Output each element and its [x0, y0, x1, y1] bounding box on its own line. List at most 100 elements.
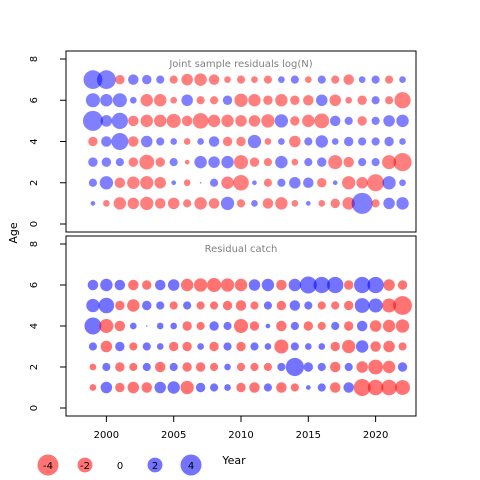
bubble	[167, 197, 180, 210]
panel-title: Residual catch	[205, 244, 278, 255]
bubble	[195, 382, 206, 393]
bubble	[394, 92, 411, 109]
bubble	[236, 341, 246, 352]
bubble	[156, 343, 164, 350]
panel-title: Joint sample residuals log(N)	[168, 59, 312, 70]
bubble	[156, 137, 165, 146]
bubble	[277, 178, 286, 187]
bubble	[101, 136, 112, 147]
bubble	[233, 155, 249, 170]
bubble	[82, 110, 103, 131]
bubble	[236, 382, 246, 393]
bubble	[224, 384, 231, 391]
bubble	[358, 76, 366, 83]
bubble	[371, 158, 380, 167]
bubble	[397, 280, 408, 290]
bubble	[263, 158, 272, 167]
bubble	[142, 280, 152, 290]
bubble	[383, 279, 395, 291]
bubble	[114, 279, 126, 291]
bubble	[261, 278, 275, 292]
bubble	[381, 379, 397, 396]
bubble	[383, 197, 395, 210]
bubble	[197, 138, 204, 145]
bubble	[223, 321, 232, 331]
bubble	[181, 115, 193, 127]
bubble	[156, 301, 165, 310]
bubble	[356, 361, 368, 373]
bubble	[396, 197, 409, 210]
bubble	[236, 75, 246, 84]
bubble	[343, 321, 354, 331]
bubble	[371, 116, 380, 125]
bubble	[139, 154, 155, 170]
bubble	[194, 197, 207, 210]
bubble	[383, 115, 395, 127]
bubble	[369, 320, 382, 332]
bubble	[98, 297, 115, 314]
bubble	[313, 276, 330, 294]
size-legend: -4 -2 0 2 4	[37, 454, 202, 476]
x-tick-label: 2005	[161, 430, 186, 441]
bubble	[183, 199, 192, 208]
bubble	[289, 176, 301, 189]
legend-label: -2	[80, 461, 90, 472]
bubble	[351, 192, 373, 214]
bubble	[316, 94, 328, 107]
bubble	[289, 135, 301, 148]
x-axis-label: Year	[221, 454, 246, 467]
bubble	[353, 379, 371, 396]
bubble	[367, 276, 384, 294]
bubble	[114, 320, 126, 332]
y-tick-label: 4	[29, 138, 40, 144]
bubble	[330, 341, 340, 352]
bubble	[285, 357, 304, 377]
bubble	[317, 301, 326, 310]
bubble	[315, 135, 328, 148]
bubble	[252, 180, 257, 186]
bubble	[399, 76, 406, 83]
bubble	[210, 383, 219, 392]
bubble	[197, 343, 204, 350]
y-tick-label: 0	[29, 405, 40, 411]
bubble	[304, 137, 313, 146]
bubble	[128, 74, 139, 85]
bubble	[318, 200, 326, 207]
bubble	[357, 95, 367, 105]
legend-bubble	[37, 454, 59, 476]
bubble	[129, 362, 138, 372]
bubble	[154, 176, 166, 189]
bubble	[317, 75, 326, 84]
bubble	[290, 383, 299, 392]
bubble	[275, 155, 288, 169]
y-tick-label: 6	[29, 97, 40, 103]
bubble	[358, 137, 367, 146]
x-tick-label: 2020	[363, 430, 388, 441]
bubble	[222, 136, 233, 147]
bubble	[299, 276, 317, 294]
bubble	[196, 321, 205, 331]
legend-bubble	[77, 457, 93, 473]
bubble	[100, 340, 113, 353]
bubble	[115, 74, 125, 85]
bubble	[86, 298, 100, 313]
bubble	[382, 319, 396, 333]
bubble	[236, 199, 246, 208]
bubble	[145, 325, 148, 327]
bubble	[290, 95, 300, 105]
bubble	[235, 115, 247, 127]
bubble	[250, 301, 259, 310]
bubble	[208, 198, 220, 209]
bubble	[169, 362, 178, 372]
bubble	[355, 340, 369, 353]
bubble	[115, 362, 125, 372]
bubble	[127, 197, 140, 210]
bubble	[371, 75, 380, 84]
bubble	[155, 157, 165, 167]
bubble	[129, 322, 137, 330]
legend-label: 2	[152, 461, 158, 472]
bubble	[223, 342, 232, 351]
bubble	[344, 116, 353, 125]
y-tick-label: 8	[29, 241, 40, 247]
